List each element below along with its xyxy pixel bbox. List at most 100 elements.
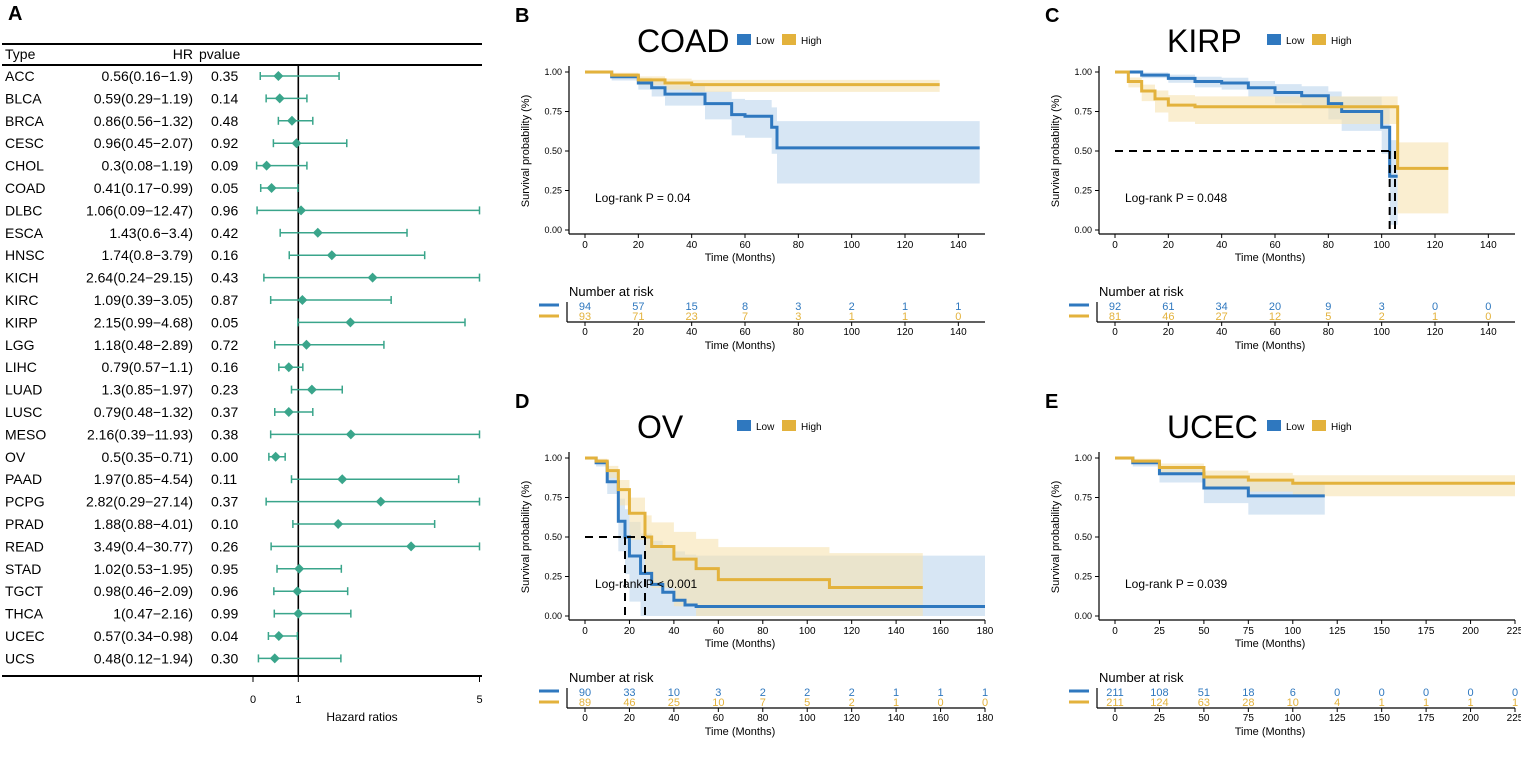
risk-x-tick-label: 120 — [843, 713, 860, 724]
row-hr: 0.79(0.48−1.32) — [94, 404, 193, 420]
panel-title: UCEC — [1167, 409, 1258, 445]
risk-low-count: 2 — [760, 687, 766, 699]
legend-high-swatch — [782, 420, 796, 431]
forest-row-prad: PRAD 1.88(0.88−4.01) 0.10 — [5, 516, 436, 532]
forest-row-kich: KICH 2.64(0.24−29.15) 0.43 — [5, 270, 481, 286]
risk-x-tick-label: 75 — [1243, 713, 1255, 724]
risk-low-count: 0 — [1334, 687, 1340, 699]
high-ci-band — [585, 72, 940, 92]
risk-x-axis-title: Time (Months) — [1235, 726, 1306, 738]
x-tick-label: 75 — [1243, 626, 1255, 637]
row-hr: 1.74(0.8−3.79) — [102, 247, 193, 263]
forest-row-dlbc: DLBC 1.06(0.09−12.47) 0.96 — [5, 202, 481, 218]
row-type: LIHC — [5, 359, 37, 375]
row-hr: 1.43(0.6−3.4) — [109, 225, 193, 241]
forest-row-lgg: LGG 1.18(0.48−2.89) 0.72 — [5, 337, 385, 353]
row-hr: 0.96(0.45−2.07) — [94, 135, 193, 151]
low-ci-band — [585, 72, 980, 184]
logrank-pvalue: Log-rank P < 0.001 — [595, 577, 698, 591]
row-type: BLCA — [5, 90, 42, 106]
risk-low-count: 3 — [715, 687, 721, 699]
risk-x-axis-title: Time (Months) — [1235, 340, 1306, 352]
row-pvalue: 0.00 — [211, 449, 238, 465]
risk-x-tick-label: 50 — [1198, 713, 1210, 724]
risk-low-count: 1 — [893, 687, 899, 699]
risk-low-count: 211 — [1106, 687, 1124, 699]
row-pvalue: 0.99 — [211, 606, 238, 622]
risk-low-count: 15 — [686, 301, 698, 313]
panel-label: B — [515, 5, 529, 27]
row-pvalue: 0.37 — [211, 404, 238, 420]
risk-x-tick-label: 140 — [888, 713, 905, 724]
legend-low-label: Low — [756, 36, 775, 47]
risk-low-count: 2 — [804, 687, 810, 699]
risk-high-count: 27 — [1216, 311, 1228, 323]
x-tick-label: 140 — [950, 240, 967, 251]
x-tick-label: 200 — [1462, 626, 1479, 637]
y-axis-title: Survival probability (%) — [520, 481, 532, 593]
risk-high-count: 0 — [982, 697, 988, 709]
x-tick-label: 40 — [668, 626, 680, 637]
risk-low-count: 20 — [1269, 301, 1281, 313]
row-hr: 2.82(0.29−27.14) — [86, 494, 193, 510]
risk-low-count: 0 — [1423, 687, 1429, 699]
risk-x-tick-label: 0 — [1112, 327, 1118, 338]
x-tick-label: 80 — [757, 626, 769, 637]
hr-point — [273, 71, 284, 81]
x-tick-label: 0 — [1112, 626, 1118, 637]
hr-point — [266, 183, 277, 193]
hr-point — [269, 653, 280, 664]
x-tick-label: 100 — [1373, 240, 1390, 251]
risk-x-tick-label: 20 — [624, 713, 636, 724]
risk-low-count: 1 — [982, 687, 988, 699]
row-type: PAAD — [5, 471, 42, 487]
panel-title: COAD — [637, 23, 729, 59]
row-hr: 0.48(0.12−1.94) — [94, 650, 193, 666]
y-tick-label: 0.00 — [1074, 611, 1092, 621]
legend-high-swatch — [782, 34, 796, 45]
row-type: THCA — [5, 606, 44, 622]
hr-point — [367, 272, 378, 283]
row-hr: 0.5(0.35−0.71) — [102, 449, 193, 465]
risk-low-count: 34 — [1216, 301, 1228, 313]
hr-point — [306, 384, 317, 395]
risk-low-count: 0 — [1432, 301, 1438, 313]
hr-point — [270, 451, 281, 462]
risk-low-count: 90 — [579, 687, 591, 699]
risk-x-tick-label: 40 — [1216, 327, 1228, 338]
risk-high-count: 1 — [1432, 311, 1438, 323]
row-hr: 0.98(0.46−2.09) — [94, 583, 193, 599]
x-tick-label: 100 — [799, 626, 816, 637]
risk-x-tick-label: 20 — [1163, 327, 1175, 338]
panel-label: D — [515, 391, 529, 413]
risk-x-tick-label: 150 — [1373, 713, 1390, 724]
row-type: PCPG — [5, 494, 45, 510]
risk-high-count: 10 — [712, 697, 724, 709]
risk-high-count: 2 — [1379, 311, 1385, 323]
forest-row-luad: LUAD 1.3(0.85−1.97) 0.23 — [5, 382, 343, 398]
row-type: COAD — [5, 180, 45, 196]
risk-low-count: 10 — [668, 687, 680, 699]
risk-x-tick-label: 80 — [793, 327, 805, 338]
legend-high-swatch — [1312, 34, 1326, 45]
risk-high-count: 7 — [742, 311, 748, 323]
risk-high-count: 93 — [579, 311, 591, 323]
legend-high-label: High — [801, 422, 822, 433]
risk-high-count: 124 — [1150, 697, 1168, 709]
row-pvalue: 0.23 — [211, 382, 238, 398]
hr-point — [345, 317, 356, 328]
hr-point — [375, 496, 386, 507]
risk-high-count: 10 — [1287, 697, 1299, 709]
risk-x-tick-label: 200 — [1462, 713, 1479, 724]
risk-high-count: 81 — [1109, 311, 1121, 323]
risk-high-count: 63 — [1198, 697, 1210, 709]
risk-high-count: 2 — [849, 697, 855, 709]
risk-x-tick-label: 0 — [1112, 713, 1118, 724]
x-axis-title: Time (Months) — [705, 252, 776, 264]
risk-x-tick-label: 0 — [582, 327, 588, 338]
row-hr: 0.57(0.34−0.98) — [94, 628, 193, 644]
header-pvalue: pvalue — [199, 46, 240, 62]
risk-x-tick-label: 100 — [799, 713, 816, 724]
row-pvalue: 0.05 — [211, 180, 238, 196]
row-pvalue: 0.14 — [211, 90, 238, 106]
